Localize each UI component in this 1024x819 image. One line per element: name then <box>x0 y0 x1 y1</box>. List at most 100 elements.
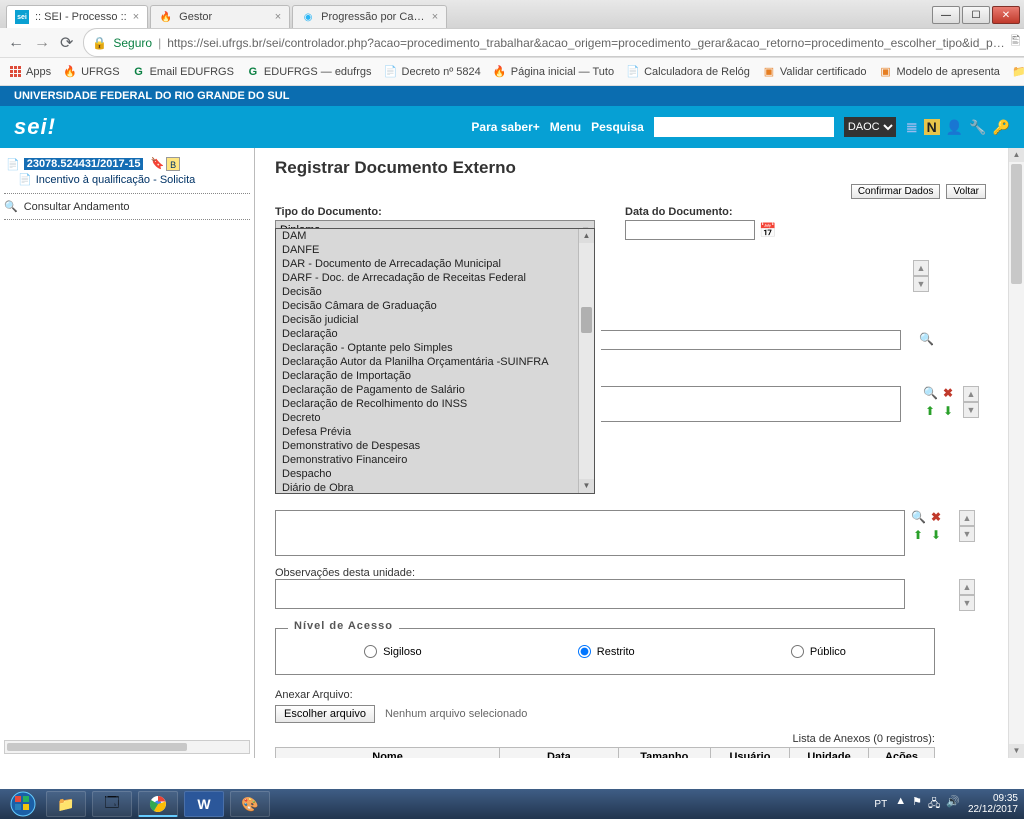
user-icon[interactable]: 👤 <box>946 119 963 136</box>
move-down-icon[interactable]: ⬇ <box>941 404 955 418</box>
dropdown-option[interactable]: DAM <box>276 229 594 243</box>
dropdown-option[interactable]: Decisão Câmara de Graduação <box>276 299 594 313</box>
move-up-icon[interactable]: ⬆ <box>911 528 925 542</box>
tray-up-icon[interactable]: ▲ <box>895 795 906 814</box>
unit-select[interactable]: DAOC <box>844 117 896 137</box>
consultar-andamento-link[interactable]: 🔍 Consultar Andamento <box>4 200 250 213</box>
process-root[interactable]: 📄 23078.524431/2017-15 🔖 B <box>4 156 250 172</box>
observacoes-textarea[interactable] <box>275 579 905 609</box>
list-icon[interactable]: ≣ <box>906 119 918 136</box>
up-icon[interactable]: ▲ <box>913 260 929 276</box>
move-up-icon[interactable]: ⬆ <box>923 404 937 418</box>
dropdown-option[interactable]: Diário de Obra <box>276 481 594 493</box>
dropdown-option[interactable]: Defesa Prévia <box>276 425 594 439</box>
tab-progressao[interactable]: ◉ Progressão por Capacita × <box>292 5 447 28</box>
tag-icon[interactable]: 🔖 <box>150 157 164 171</box>
task-word[interactable]: W <box>184 791 224 817</box>
dropdown-option[interactable]: DAR - Documento de Arrecadação Municipal <box>276 257 594 271</box>
tray-action-icon[interactable]: ⚑ <box>912 795 922 814</box>
partial-textarea[interactable] <box>601 386 901 422</box>
tab-sei[interactable]: sei :: SEI - Processo :: × <box>6 5 148 28</box>
tab-close-icon[interactable]: × <box>133 11 139 23</box>
dropdown-option[interactable]: DARF - Doc. de Arrecadação de Receitas F… <box>276 271 594 285</box>
radio-sigiloso[interactable]: Sigiloso <box>364 645 422 658</box>
remove-icon[interactable]: ✖ <box>941 386 955 400</box>
tab-close-icon[interactable]: × <box>432 11 438 23</box>
radio-restrito[interactable]: Restrito <box>578 645 635 658</box>
calendar-icon[interactable]: 📅 <box>759 222 776 239</box>
move-down-icon[interactable]: ⬇ <box>929 528 943 542</box>
scrollbar-thumb[interactable] <box>7 743 187 751</box>
task-chrome[interactable] <box>138 791 178 817</box>
taskbar-clock[interactable]: 09:35 22/12/2017 <box>968 793 1018 815</box>
tab-close-icon[interactable]: × <box>275 11 281 23</box>
down-icon[interactable]: ▼ <box>913 276 929 292</box>
config-icon[interactable]: 🔧 <box>969 119 986 136</box>
up-icon[interactable]: ▲ <box>959 579 975 595</box>
tab-gestor[interactable]: 🔥 Gestor × <box>150 5 290 28</box>
dropdown-scrollbar[interactable]: ▲ ▼ <box>578 229 594 493</box>
exit-icon[interactable]: 🔑 <box>993 119 1010 136</box>
tray-net-icon[interactable]: 🖧 <box>928 795 940 814</box>
link-menu[interactable]: Menu <box>550 120 581 134</box>
apps-button[interactable]: Apps <box>8 65 51 79</box>
dropdown-option[interactable]: Decisão <box>276 285 594 299</box>
dropdown-option[interactable]: Declaração - Optante pelo Simples <box>276 341 594 355</box>
dropdown-option[interactable]: Declaração de Pagamento de Salário <box>276 383 594 397</box>
bookmark-edufrgs[interactable]: GEDUFRGS — edufrgs <box>246 65 372 79</box>
bookmark-calc[interactable]: 📄Calculadora de Relóg <box>626 65 750 79</box>
radio-publico[interactable]: Público <box>791 645 846 658</box>
bookmark-pagina[interactable]: 🔥Página inicial — Tuto <box>493 65 614 79</box>
up-icon[interactable]: ▲ <box>963 386 979 402</box>
interessados-textarea[interactable] <box>275 510 905 556</box>
translate-icon[interactable]: 🖺 <box>1011 32 1021 53</box>
dropdown-option[interactable]: Demonstrativo Financeiro <box>276 453 594 467</box>
reload-button[interactable]: ⟳ <box>60 33 73 53</box>
dropdown-option[interactable]: Despacho <box>276 467 594 481</box>
up-icon[interactable]: ▲ <box>959 510 975 526</box>
left-scrollbar[interactable] <box>4 740 250 754</box>
badge-b[interactable]: B <box>166 157 180 171</box>
down-icon[interactable]: ▼ <box>959 595 975 611</box>
task-app-1[interactable]: 🗔 <box>92 791 132 817</box>
process-child[interactable]: 📄 Incentivo à qualificação - Solicita <box>4 172 250 187</box>
task-explorer[interactable]: 📁 <box>46 791 86 817</box>
search-input[interactable] <box>654 117 834 137</box>
dropdown-option[interactable]: DANFE <box>276 243 594 257</box>
dropdown-option[interactable]: Declaração de Importação <box>276 369 594 383</box>
voltar-button[interactable]: Voltar <box>946 184 986 199</box>
scrollbar-thumb[interactable] <box>581 307 592 333</box>
address-bar[interactable]: 🔒 Seguro | https://sei.ufrgs.br/sei/cont… <box>83 28 1024 57</box>
link-para-saber[interactable]: Para saber+ <box>471 120 539 134</box>
close-window-button[interactable]: ✕ <box>992 6 1020 24</box>
minimize-button[interactable]: — <box>932 6 960 24</box>
down-icon[interactable]: ▼ <box>963 402 979 418</box>
bookmark-modelo[interactable]: ▣Modelo de apresenta <box>879 65 1000 79</box>
bookmark-decreto[interactable]: 📄Decreto nº 5824 <box>384 65 481 79</box>
dropdown-option[interactable]: Decisão judicial <box>276 313 594 327</box>
back-button[interactable]: ← <box>8 34 24 52</box>
magnifier-icon[interactable]: 🔍 <box>919 332 933 346</box>
scroll-up-icon[interactable]: ▲ <box>579 229 594 243</box>
tray-lang[interactable]: PT <box>874 799 887 810</box>
tray-vol-icon[interactable]: 🔊 <box>946 795 960 814</box>
n-icon[interactable]: N <box>924 119 940 135</box>
dropdown-option[interactable]: Declaração de Recolhimento do INSS <box>276 397 594 411</box>
scroll-down-icon[interactable]: ▼ <box>1009 744 1024 758</box>
remove-icon[interactable]: ✖ <box>929 510 943 524</box>
bookmark-email[interactable]: GEmail EDUFRGS <box>132 65 234 79</box>
confirmar-button[interactable]: Confirmar Dados <box>851 184 941 199</box>
dropdown-option[interactable]: Decreto <box>276 411 594 425</box>
scroll-down-icon[interactable]: ▼ <box>579 479 594 493</box>
magnifier-icon[interactable]: 🔍 <box>911 510 925 524</box>
right-scrollbar[interactable]: ▲ ▼ <box>1008 148 1024 758</box>
forward-button[interactable]: → <box>34 34 50 52</box>
scrollbar-thumb[interactable] <box>1011 164 1022 284</box>
maximize-button[interactable]: ☐ <box>962 6 990 24</box>
radio-input[interactable] <box>578 645 591 658</box>
start-button[interactable] <box>6 789 40 819</box>
bookmarks-more[interactable]: 📁Outros favoritos <box>1012 65 1024 79</box>
bookmark-ufrgs[interactable]: 🔥UFRGS <box>63 65 120 79</box>
data-documento-input[interactable] <box>625 220 755 240</box>
partial-input[interactable] <box>601 330 901 350</box>
